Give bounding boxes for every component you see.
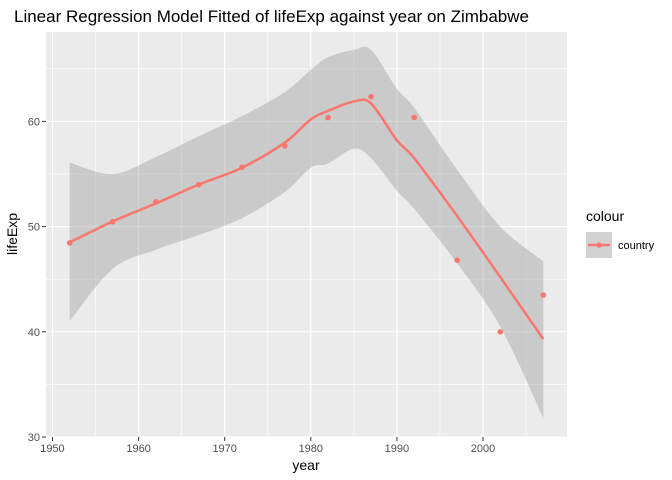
data-point	[196, 181, 202, 188]
minor-gridlines	[46, 32, 567, 437]
data-point	[497, 329, 504, 335]
data-point	[411, 114, 417, 121]
y-tick-label: 30	[28, 432, 40, 444]
smooth-line	[69, 98, 545, 340]
x-axis: 1950 1960 1970 1980 1990 2000	[40, 437, 495, 455]
x-tick-label: 1980	[299, 443, 323, 455]
x-tick-label: 1950	[40, 443, 64, 455]
data-point	[282, 143, 288, 149]
data-point	[454, 257, 461, 263]
y-tick-label: 50	[28, 222, 40, 234]
x-tick-label: 2000	[471, 443, 495, 455]
data-point	[66, 240, 73, 246]
y-tick-label: 60	[28, 116, 40, 128]
legend-title: colour	[586, 208, 624, 224]
x-tick-label: 1990	[385, 443, 409, 455]
y-tick-label: 40	[28, 327, 40, 339]
legend-key-point	[596, 242, 602, 248]
chart-title: Linear Regression Model Fitted of lifeEx…	[14, 7, 529, 26]
data-point	[368, 93, 374, 100]
data-point	[152, 198, 159, 205]
data-points	[66, 93, 547, 335]
x-tick-label: 1960	[126, 443, 150, 455]
x-axis-title: year	[292, 457, 320, 473]
data-point	[109, 218, 116, 225]
legend: colour country	[586, 208, 655, 258]
legend-label-country: country	[618, 240, 655, 252]
plot-panel	[46, 32, 567, 437]
x-tick-label: 1970	[212, 443, 236, 455]
data-point	[540, 292, 547, 298]
y-axis-title: lifeExp	[4, 213, 20, 255]
confidence-ribbon	[69, 46, 544, 419]
data-point	[325, 114, 331, 121]
y-axis: 30 40 50 60	[28, 116, 46, 444]
data-point	[239, 164, 245, 171]
major-gridlines	[46, 32, 567, 438]
